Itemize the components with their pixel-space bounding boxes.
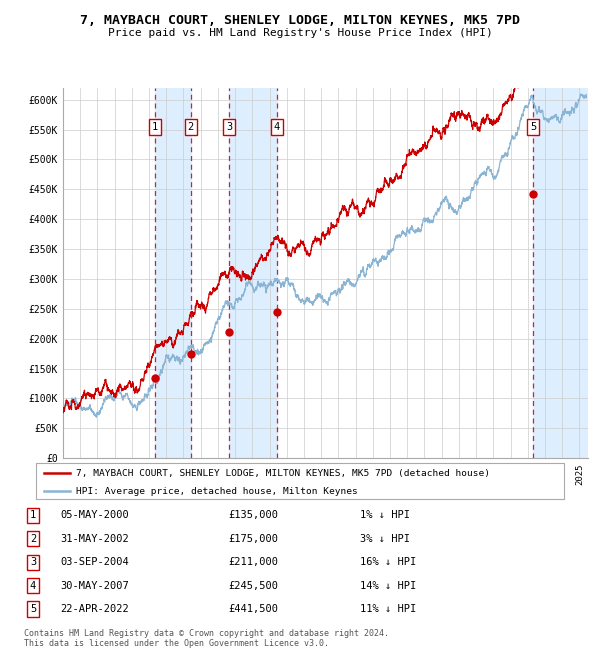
- Text: £175,000: £175,000: [228, 534, 278, 544]
- Text: 22-APR-2022: 22-APR-2022: [60, 604, 129, 614]
- Text: 05-MAY-2000: 05-MAY-2000: [60, 510, 129, 521]
- Text: 1: 1: [30, 510, 36, 521]
- Text: 14% ↓ HPI: 14% ↓ HPI: [360, 580, 416, 591]
- Text: HPI: Average price, detached house, Milton Keynes: HPI: Average price, detached house, Milt…: [76, 487, 358, 496]
- Text: 3: 3: [226, 122, 233, 132]
- Text: Contains HM Land Registry data © Crown copyright and database right 2024.
This d: Contains HM Land Registry data © Crown c…: [24, 629, 389, 648]
- Text: 30-MAY-2007: 30-MAY-2007: [60, 580, 129, 591]
- Text: £245,500: £245,500: [228, 580, 278, 591]
- Text: 3% ↓ HPI: 3% ↓ HPI: [360, 534, 410, 544]
- Text: £211,000: £211,000: [228, 557, 278, 567]
- Text: 2: 2: [188, 122, 194, 132]
- Text: 4: 4: [274, 122, 280, 132]
- Text: 3: 3: [30, 557, 36, 567]
- Text: 5: 5: [30, 604, 36, 614]
- Text: 7, MAYBACH COURT, SHENLEY LODGE, MILTON KEYNES, MK5 7PD: 7, MAYBACH COURT, SHENLEY LODGE, MILTON …: [80, 14, 520, 27]
- FancyBboxPatch shape: [36, 463, 564, 499]
- Text: 4: 4: [30, 580, 36, 591]
- Text: £135,000: £135,000: [228, 510, 278, 521]
- Text: 03-SEP-2004: 03-SEP-2004: [60, 557, 129, 567]
- Bar: [155, 88, 191, 458]
- Text: 2: 2: [30, 534, 36, 544]
- Text: 1: 1: [152, 122, 158, 132]
- Text: Price paid vs. HM Land Registry's House Price Index (HPI): Price paid vs. HM Land Registry's House …: [107, 28, 493, 38]
- Text: 31-MAY-2002: 31-MAY-2002: [60, 534, 129, 544]
- Text: £441,500: £441,500: [228, 604, 278, 614]
- Text: 5: 5: [530, 122, 536, 132]
- Bar: [533, 88, 588, 458]
- Text: 11% ↓ HPI: 11% ↓ HPI: [360, 604, 416, 614]
- Text: 7, MAYBACH COURT, SHENLEY LODGE, MILTON KEYNES, MK5 7PD (detached house): 7, MAYBACH COURT, SHENLEY LODGE, MILTON …: [76, 469, 490, 478]
- Text: 1% ↓ HPI: 1% ↓ HPI: [360, 510, 410, 521]
- Bar: [229, 88, 277, 458]
- Text: 16% ↓ HPI: 16% ↓ HPI: [360, 557, 416, 567]
